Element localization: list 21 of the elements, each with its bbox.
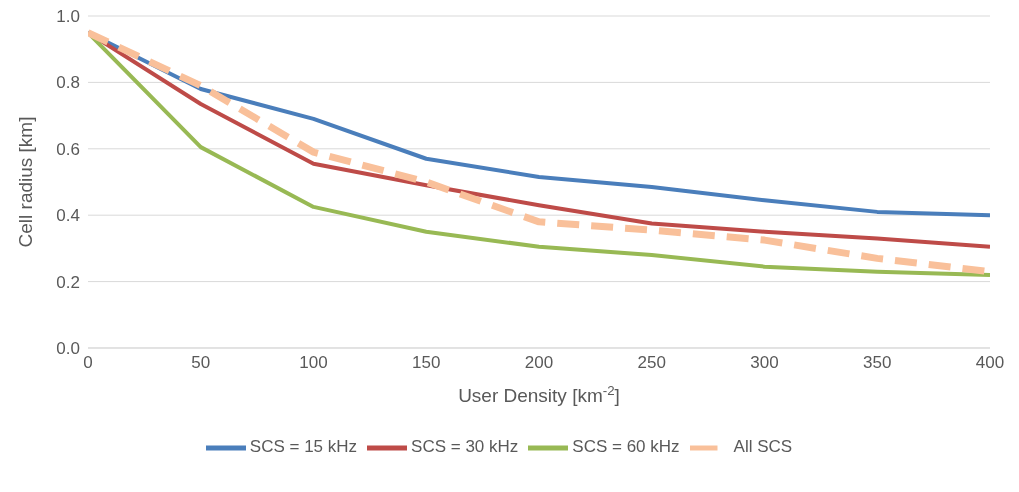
x-tick-label: 50 xyxy=(191,353,211,373)
x-tick-label: 100 xyxy=(299,353,328,373)
x-axis-title: User Density [km$^{-2}$] xyxy=(458,382,620,406)
x-tick-label: 200 xyxy=(524,353,554,373)
y-tick-label: 0.8 xyxy=(56,73,80,93)
x-tick-label: 300 xyxy=(750,353,779,373)
x-tick-label: 350 xyxy=(863,353,892,373)
x-tick-label: 400 xyxy=(975,353,1005,373)
x-tick-label: 150 xyxy=(412,353,441,373)
y-tick-label: 0.0 xyxy=(56,339,80,359)
legend-label: SCS = 60 kHz xyxy=(572,437,680,457)
legend-label: All SCS xyxy=(733,437,793,457)
legend-label: SCS = 30 kHz xyxy=(411,437,519,457)
x-tick-label: 0 xyxy=(83,353,93,373)
y-axis-title: Cell radius [km] xyxy=(15,116,36,248)
y-tick-label: 1.0 xyxy=(56,7,80,27)
y-tick-label: 0.4 xyxy=(56,206,80,226)
x-tick-label: 250 xyxy=(637,353,666,373)
y-tick-label: 0.6 xyxy=(56,139,80,159)
legend-label: SCS = 15 kHz xyxy=(249,437,358,457)
y-tick-label: 0.2 xyxy=(56,272,80,292)
